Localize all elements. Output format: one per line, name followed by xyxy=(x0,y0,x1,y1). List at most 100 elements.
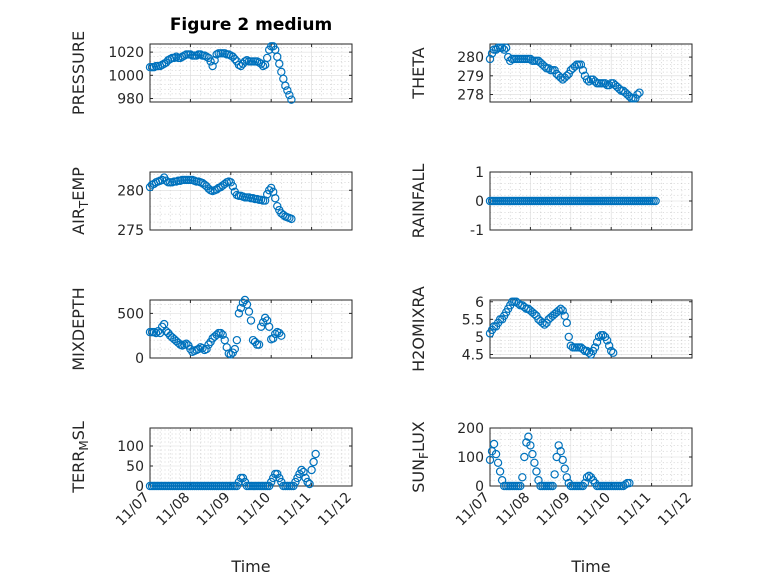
data-point xyxy=(281,81,290,90)
data-point xyxy=(514,299,523,308)
data-point xyxy=(602,336,612,345)
data-point xyxy=(578,65,588,75)
y-tick-label: 980 xyxy=(117,92,144,108)
data-point xyxy=(518,473,527,482)
data-point xyxy=(200,51,209,60)
data-point xyxy=(204,340,213,349)
data-point xyxy=(562,473,571,482)
data-point xyxy=(578,345,588,354)
data-point xyxy=(232,335,242,345)
data-point xyxy=(264,481,274,491)
data-point xyxy=(226,350,235,359)
data-point xyxy=(600,79,610,88)
data-point xyxy=(580,478,590,488)
data-point xyxy=(604,80,614,90)
data-point xyxy=(570,62,580,71)
y-tick-label: 280 xyxy=(117,183,144,199)
data-point xyxy=(530,458,539,467)
data-point xyxy=(562,71,571,81)
data-point xyxy=(485,455,495,465)
data-point xyxy=(495,467,505,476)
y-tick-label: 50 xyxy=(126,459,144,475)
data-point xyxy=(609,348,618,357)
x-tick-label: 11/09 xyxy=(534,490,574,530)
y-tick-label: 6 xyxy=(475,295,484,311)
data-point xyxy=(172,52,181,61)
data-point xyxy=(186,50,195,59)
data-point xyxy=(269,334,278,343)
data-point xyxy=(491,449,501,459)
y-tick-label: 0 xyxy=(135,351,144,367)
y-tick-label: 0 xyxy=(475,194,484,210)
data-point xyxy=(273,469,282,479)
y-tick-label: 1 xyxy=(475,165,484,181)
data-point xyxy=(240,295,250,305)
panel-pressure: 980 1000 1020 PRESSURE xyxy=(69,31,353,115)
data-point xyxy=(604,341,614,350)
data-point xyxy=(264,322,274,331)
x-tick-label: 11/10 xyxy=(234,490,274,530)
data-point xyxy=(202,344,211,354)
data-point xyxy=(210,56,219,65)
y-axis-label: H2OMIXRA xyxy=(409,286,428,372)
data-point xyxy=(489,439,499,449)
x-axis-label: Time xyxy=(570,557,610,576)
data-point xyxy=(194,344,203,354)
data-point xyxy=(186,344,195,354)
panel-mixdepth: 0 500 MIXDEPTH xyxy=(69,287,353,371)
data-point xyxy=(592,337,602,347)
data-point xyxy=(635,88,644,97)
y-tick-label: 1000 xyxy=(108,68,144,84)
data-point xyxy=(198,343,207,353)
data-point xyxy=(540,320,549,329)
data-point xyxy=(267,183,276,193)
data-point xyxy=(590,343,600,352)
data-point xyxy=(226,178,235,187)
data-point xyxy=(218,330,227,339)
data-point xyxy=(554,306,563,315)
data-point xyxy=(176,53,185,63)
axes-box xyxy=(149,43,353,103)
data-point xyxy=(584,77,594,86)
data-point xyxy=(621,480,630,489)
data-point xyxy=(273,201,282,211)
data-point xyxy=(528,449,537,459)
data-point xyxy=(499,45,509,54)
data-point xyxy=(558,306,567,315)
y-tick-label: -1 xyxy=(470,223,484,239)
data-point xyxy=(556,73,565,82)
data-point xyxy=(212,185,221,194)
data-point xyxy=(582,75,592,84)
data-point xyxy=(287,95,296,104)
panel-theta: 278 279 280 THETA xyxy=(409,43,693,104)
y-tick-label: 5 xyxy=(475,330,484,346)
data-point xyxy=(170,53,179,63)
data-point xyxy=(598,330,608,340)
data-point xyxy=(538,318,547,328)
data-point xyxy=(615,84,624,94)
data-point xyxy=(240,57,250,66)
data-point xyxy=(534,476,543,485)
data-point xyxy=(262,53,272,63)
x-tick-label: 11/08 xyxy=(153,490,193,530)
y-tick-label: 0 xyxy=(135,479,144,495)
data-point xyxy=(633,90,642,99)
data-point xyxy=(244,307,254,316)
data-point xyxy=(220,179,229,189)
axes-box xyxy=(149,171,353,231)
x-tick-label: 11/12 xyxy=(315,490,355,530)
panel-h2omixra: 4.55 5.56 H2OMIXRA xyxy=(409,286,693,372)
data-point xyxy=(212,50,221,59)
x-tick-label: 11/09 xyxy=(194,490,234,530)
data-point xyxy=(256,59,266,68)
data-point xyxy=(576,60,586,69)
data-point xyxy=(501,43,511,52)
data-point xyxy=(554,441,563,450)
data-point xyxy=(497,43,507,52)
data-point xyxy=(258,61,268,71)
data-point xyxy=(271,194,280,203)
panel-air-temp: 275 280 AIRTEMP xyxy=(69,167,353,239)
data-point xyxy=(584,348,594,357)
data-point xyxy=(303,477,312,487)
